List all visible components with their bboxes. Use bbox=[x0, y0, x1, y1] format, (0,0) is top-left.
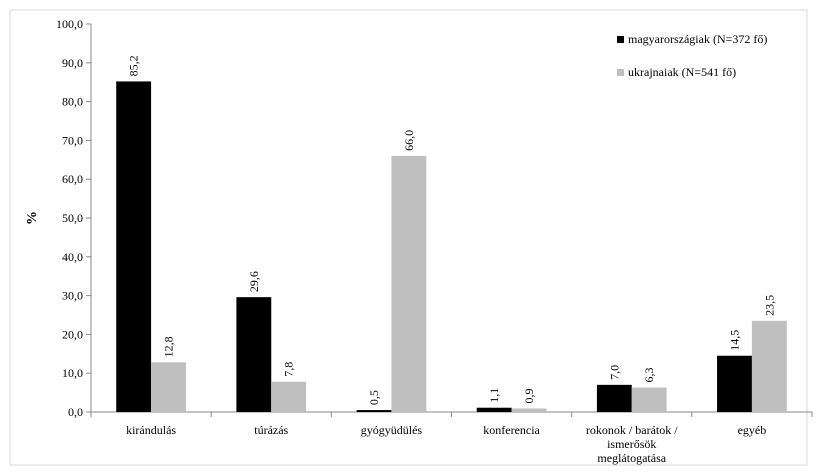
y-tick-label: 70,0 bbox=[62, 133, 83, 147]
bar-series-2 bbox=[151, 362, 186, 412]
x-tick-label: kirándulás bbox=[126, 423, 176, 437]
bar-value-label: 14,5 bbox=[727, 330, 741, 351]
x-tick-label: ismerősök bbox=[607, 437, 656, 451]
legend-swatch bbox=[617, 36, 624, 43]
legend-label: magyarországiak (N=372 fő) bbox=[628, 32, 767, 46]
bar-value-label: 12,8 bbox=[162, 336, 176, 357]
bar-value-label: 6,3 bbox=[642, 368, 656, 383]
bar-value-label: 7,0 bbox=[607, 365, 621, 380]
y-axis: 0,0 10,0 20,0 30,0 40,0 50,0 60,0 70,0 80,0 90,0 1… bbox=[56, 17, 92, 419]
bar-value-label: 66,0 bbox=[402, 130, 416, 151]
x-tick-label: rokonok / barátok / bbox=[586, 423, 678, 437]
y-tick-label: 100,0 bbox=[56, 17, 83, 31]
bar-value-label: 0,5 bbox=[367, 390, 381, 405]
bar-value-label: 85,2 bbox=[127, 55, 141, 76]
x-tick-label: konferencia bbox=[483, 423, 540, 437]
y-tick-label: 10,0 bbox=[62, 366, 83, 380]
y-tick-label: 30,0 bbox=[62, 289, 83, 303]
bar-series-1 bbox=[116, 81, 152, 412]
bar-series-2 bbox=[511, 408, 547, 412]
bar-labels: 85,2 29,6 0,5 1,1 7,0 14,5 12,8 7,8 66,0 0,9 6,3 23… bbox=[127, 55, 777, 405]
bar-series-1 bbox=[356, 410, 392, 412]
x-axis: kirándulás túrázás gyógyüdülés konferencia r… bbox=[90, 411, 813, 465]
legend-swatch bbox=[617, 69, 624, 76]
y-tick-label: 60,0 bbox=[62, 172, 83, 186]
x-tick-label: egyéb bbox=[738, 423, 767, 437]
y-tick-label: 40,0 bbox=[62, 250, 83, 264]
bar-value-label: 23,5 bbox=[762, 295, 776, 316]
bar-value-label: 29,6 bbox=[247, 271, 261, 292]
y-tick-label: 50,0 bbox=[62, 211, 83, 225]
bar-series-1 bbox=[596, 384, 632, 412]
y-tick-label: 80,0 bbox=[62, 95, 83, 109]
x-tick-label: túrázás bbox=[254, 423, 288, 437]
bar-value-label: 0,9 bbox=[522, 389, 536, 404]
bar-series-1 bbox=[717, 355, 752, 412]
bar-series-1 bbox=[236, 297, 272, 412]
y-axis-label: % bbox=[25, 211, 40, 225]
x-tick-label: gyógyüdülés bbox=[361, 423, 423, 437]
bar-series-2 bbox=[751, 320, 787, 412]
y-tick-label: 20,0 bbox=[62, 327, 83, 341]
bar-series-2 bbox=[271, 381, 307, 412]
y-tick-label: 90,0 bbox=[62, 56, 83, 70]
legend-label: ukrajnaiak (N=541 fő) bbox=[628, 65, 736, 79]
bar-value-label: 1,1 bbox=[487, 388, 501, 403]
bar-series-2 bbox=[631, 387, 667, 412]
x-tick-label: meglátogatása bbox=[597, 451, 666, 465]
bar-series-2 bbox=[391, 155, 427, 413]
legend: magyarországiak (N=372 fő) ukrajnaiak (N=… bbox=[617, 32, 767, 79]
bars bbox=[116, 81, 787, 413]
bar-value-label: 7,8 bbox=[282, 362, 296, 377]
y-tick-label: 0,0 bbox=[68, 405, 83, 419]
bar-series-1 bbox=[476, 407, 512, 412]
